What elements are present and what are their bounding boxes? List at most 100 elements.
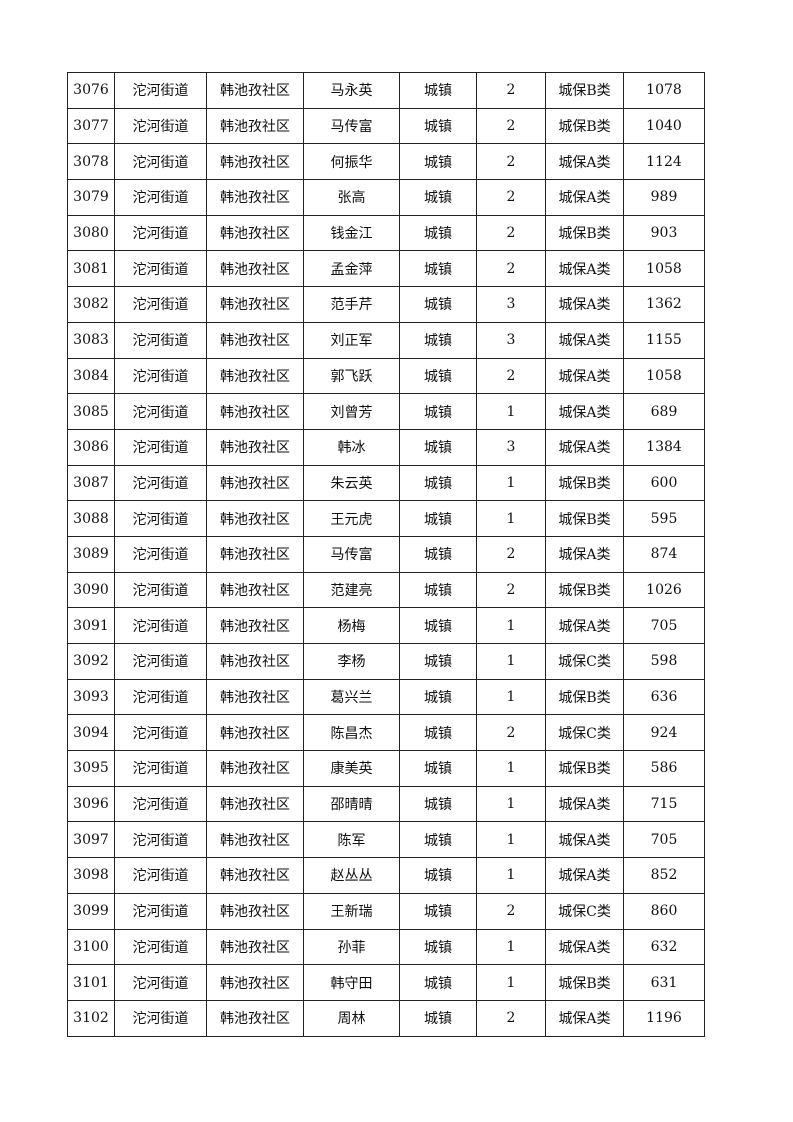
community-cell: 韩池孜社区 [206,393,304,430]
table-row: 3101 沱河街道 韩池孜社区 韩守田 城镇 1 城保B类 631 [67,964,705,1001]
insurance-category-cell: 城保C类 [545,643,624,680]
community-cell: 韩池孜社区 [206,607,304,644]
name-cell: 马永英 [303,72,400,109]
name-cell: 孟金萍 [303,250,400,288]
name-cell: 陈昌杰 [303,714,400,752]
community-cell: 韩池孜社区 [206,250,304,288]
insurance-category-cell: 城保A类 [545,428,624,466]
street-cell: 沱河街道 [114,179,207,216]
name-cell: 韩守田 [303,964,400,1001]
street-cell: 沱河街道 [114,214,207,252]
row-number-cell: 3088 [67,500,115,537]
household-type-cell: 城镇 [399,357,477,395]
household-type-cell: 城镇 [399,999,477,1037]
amount-cell: 924 [623,714,705,752]
amount-cell: 1196 [623,999,705,1037]
street-cell: 沱河街道 [114,714,207,752]
insurance-category-cell: 城保A类 [545,535,624,573]
table-row: 3080 沱河街道 韩池孜社区 钱金江 城镇 2 城保B类 903 [67,214,705,252]
family-size-cell: 1 [476,821,546,859]
name-cell: 朱云英 [303,464,400,502]
table-row: 3093 沱河街道 韩池孜社区 葛兴兰 城镇 1 城保B类 636 [67,678,705,716]
name-cell: 韩冰 [303,428,400,466]
row-number-cell: 3090 [67,571,115,609]
row-number-cell: 3083 [67,321,115,359]
name-cell: 孙菲 [303,928,400,966]
street-cell: 沱河街道 [114,928,207,966]
family-size-cell: 1 [476,393,546,430]
table-row: 3084 沱河街道 韩池孜社区 郭飞跃 城镇 2 城保A类 1058 [67,357,705,395]
insurance-category-cell: 城保B类 [545,750,624,787]
row-number-cell: 3101 [67,964,115,1001]
table-row: 3085 沱河街道 韩池孜社区 刘曾芳 城镇 1 城保A类 689 [67,393,705,430]
table-row: 3099 沱河街道 韩池孜社区 王新瑞 城镇 2 城保C类 860 [67,892,705,930]
family-size-cell: 2 [476,714,546,752]
name-cell: 范手芹 [303,286,400,323]
street-cell: 沱河街道 [114,321,207,359]
household-type-cell: 城镇 [399,607,477,644]
community-cell: 韩池孜社区 [206,928,304,966]
row-number-cell: 3100 [67,928,115,966]
row-number-cell: 3081 [67,250,115,288]
insurance-category-cell: 城保B类 [545,678,624,716]
family-size-cell: 1 [476,643,546,680]
name-cell: 张高 [303,179,400,216]
row-number-cell: 3078 [67,143,115,181]
insurance-category-cell: 城保A类 [545,179,624,216]
community-cell: 韩池孜社区 [206,428,304,466]
family-size-cell: 2 [476,214,546,252]
street-cell: 沱河街道 [114,571,207,609]
community-cell: 韩池孜社区 [206,286,304,323]
insurance-category-cell: 城保A类 [545,785,624,823]
family-size-cell: 1 [476,928,546,966]
row-number-cell: 3089 [67,535,115,573]
table-row: 3096 沱河街道 韩池孜社区 邵晴晴 城镇 1 城保A类 715 [67,785,705,823]
household-type-cell: 城镇 [399,678,477,716]
insurance-category-cell: 城保B类 [545,72,624,109]
household-type-cell: 城镇 [399,928,477,966]
street-cell: 沱河街道 [114,678,207,716]
name-cell: 杨梅 [303,607,400,644]
name-cell: 李杨 [303,643,400,680]
family-size-cell: 1 [476,464,546,502]
household-type-cell: 城镇 [399,250,477,288]
household-type-cell: 城镇 [399,107,477,145]
family-size-cell: 1 [476,500,546,537]
community-cell: 韩池孜社区 [206,357,304,395]
street-cell: 沱河街道 [114,428,207,466]
street-cell: 沱河街道 [114,999,207,1037]
family-size-cell: 2 [476,179,546,216]
amount-cell: 632 [623,928,705,966]
insurance-category-cell: 城保A类 [545,928,624,966]
amount-cell: 631 [623,964,705,1001]
street-cell: 沱河街道 [114,500,207,537]
family-size-cell: 1 [476,857,546,894]
name-cell: 马传富 [303,107,400,145]
row-number-cell: 3092 [67,643,115,680]
table-row: 3102 沱河街道 韩池孜社区 周林 城镇 2 城保A类 1196 [67,999,705,1037]
table-row: 3091 沱河街道 韩池孜社区 杨梅 城镇 1 城保A类 705 [67,607,705,644]
row-number-cell: 3080 [67,214,115,252]
amount-cell: 1058 [623,357,705,395]
household-type-cell: 城镇 [399,393,477,430]
household-type-cell: 城镇 [399,143,477,181]
table-row: 3092 沱河街道 韩池孜社区 李杨 城镇 1 城保C类 598 [67,643,705,680]
insurance-category-cell: 城保A类 [545,321,624,359]
household-type-cell: 城镇 [399,500,477,537]
name-cell: 郭飞跃 [303,357,400,395]
street-cell: 沱河街道 [114,892,207,930]
row-number-cell: 3099 [67,892,115,930]
table-row: 3079 沱河街道 韩池孜社区 张高 城镇 2 城保A类 989 [67,179,705,216]
community-cell: 韩池孜社区 [206,892,304,930]
household-type-cell: 城镇 [399,892,477,930]
household-type-cell: 城镇 [399,179,477,216]
row-number-cell: 3096 [67,785,115,823]
table-row: 3097 沱河街道 韩池孜社区 陈军 城镇 1 城保A类 705 [67,821,705,859]
household-type-cell: 城镇 [399,214,477,252]
records-table: 3076 沱河街道 韩池孜社区 马永英 城镇 2 城保B类 1078 3077 沱河街道 韩池孜社区… [67,72,705,1037]
community-cell: 韩池孜社区 [206,821,304,859]
community-cell: 韩池孜社区 [206,571,304,609]
row-number-cell: 3098 [67,857,115,894]
amount-cell: 595 [623,500,705,537]
table-row: 3095 沱河街道 韩池孜社区 康美英 城镇 1 城保B类 586 [67,750,705,787]
